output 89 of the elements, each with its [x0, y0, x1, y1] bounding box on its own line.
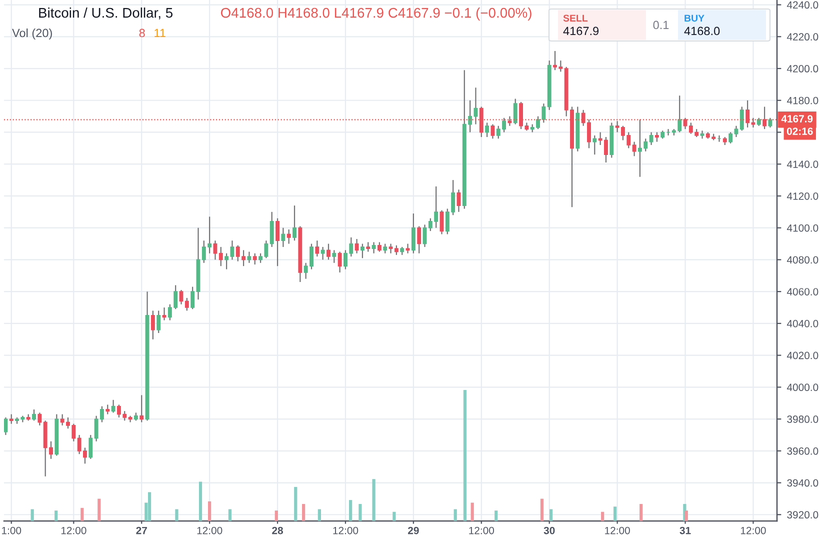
annotation: 4168.0	[684, 26, 720, 36]
candlestick	[88, 434, 93, 460]
candlestick	[383, 243, 388, 254]
candlestick	[252, 252, 257, 266]
candlestick	[326, 243, 330, 260]
y-tick-label: 4040.0	[786, 320, 818, 328]
candlestick	[286, 228, 291, 244]
y-tick-label: 4060.0	[786, 288, 818, 296]
candlestick	[247, 251, 252, 264]
candlestick	[190, 286, 195, 310]
candlestick	[32, 408, 36, 422]
candlestick	[700, 130, 704, 140]
chart-title: Vol (20)	[12, 28, 52, 40]
candlestick	[411, 212, 416, 254]
candlestick	[150, 310, 155, 340]
y-tick-label: 4120.0	[786, 192, 818, 200]
x-tick-label: 12:00	[333, 526, 358, 534]
candlestick	[218, 246, 223, 267]
candlestick	[270, 211, 274, 248]
y-tick-label: 4200.0	[786, 65, 818, 72]
y-tick-label: 4100.0	[786, 224, 818, 232]
candlestick	[292, 204, 296, 242]
y-tick-label: 4020.0	[786, 352, 818, 360]
chart-title: Bitcoin / U.S. Dollar, 5	[39, 8, 173, 20]
ref-line-label: 4167.9	[781, 115, 813, 122]
annotation: 4167.9	[563, 26, 599, 36]
candlestick	[38, 412, 42, 426]
candlestick	[377, 242, 382, 252]
text: O4168.0 H4168.0 L4167.9 C4167.9 −0.1 (−0.00%)	[220, 8, 532, 20]
candlestick	[360, 243, 364, 259]
annotation: BUY	[684, 14, 704, 22]
candlestick	[179, 289, 184, 305]
candlestick	[156, 310, 161, 334]
candlestick	[372, 242, 376, 254]
candlestick	[111, 399, 116, 414]
x-tick-label: 30	[544, 526, 555, 534]
candlestick	[440, 210, 444, 235]
y-tick-label: 4080.0	[786, 256, 818, 264]
x-tick-label: 12:00	[61, 526, 86, 534]
y-tick-label: 3920.0	[787, 511, 818, 519]
x-tick-label: 1:00	[2, 526, 22, 534]
candlestick	[740, 106, 744, 132]
x-tick-label: 29	[408, 526, 419, 534]
candlestick	[162, 306, 166, 321]
candlestick	[184, 297, 189, 312]
candlestick	[734, 125, 738, 138]
candlestick	[654, 132, 659, 142]
candlestick	[315, 240, 320, 258]
candlestick	[406, 243, 410, 254]
candlestick	[366, 242, 370, 252]
candlestick	[320, 246, 325, 260]
annotation: 0.1	[653, 20, 669, 30]
x-tick-label: 31	[680, 526, 691, 534]
annotation: SELL	[563, 14, 588, 22]
y-tick-label: 4140.0	[786, 160, 818, 168]
candlestick	[338, 251, 342, 274]
candlestick	[354, 238, 359, 254]
x-tick-label: 27	[136, 526, 147, 534]
x-tick-label: 12:00	[605, 526, 630, 534]
x-tick-label: 12:00	[197, 526, 222, 534]
candlestick	[485, 122, 490, 138]
y-tick-label: 4000.0	[786, 384, 818, 392]
candlestick	[106, 404, 110, 415]
candlestick	[9, 414, 14, 424]
candlestick	[768, 117, 772, 128]
y-tick-label: 4240.0	[786, 1, 818, 9]
annotation: 11	[154, 28, 166, 38]
text: 02:16	[786, 128, 813, 135]
candlestick	[417, 226, 422, 254]
y-tick-label: 4180.0	[786, 96, 818, 104]
candlestick	[490, 124, 495, 140]
candlestick	[513, 98, 518, 125]
candlestick	[592, 134, 597, 156]
x-tick-label: 28	[272, 526, 283, 534]
candlestick	[649, 132, 654, 146]
annotation: 8	[139, 28, 145, 38]
candlestick	[281, 227, 286, 248]
candlestick	[728, 132, 733, 144]
y-tick-label: 4220.0	[786, 33, 818, 41]
x-tick-label: 12:00	[740, 526, 766, 534]
candlestick	[276, 218, 280, 267]
y-tick-label: 3940.0	[787, 479, 818, 487]
candlestick	[632, 141, 636, 157]
y-tick-label: 3980.0	[787, 416, 818, 423]
candlestick	[4, 416, 8, 436]
x-tick-label: 12:00	[469, 526, 494, 534]
y-tick-label: 3960.0	[787, 447, 818, 455]
candlestick	[140, 394, 144, 423]
candlestick	[332, 250, 336, 264]
